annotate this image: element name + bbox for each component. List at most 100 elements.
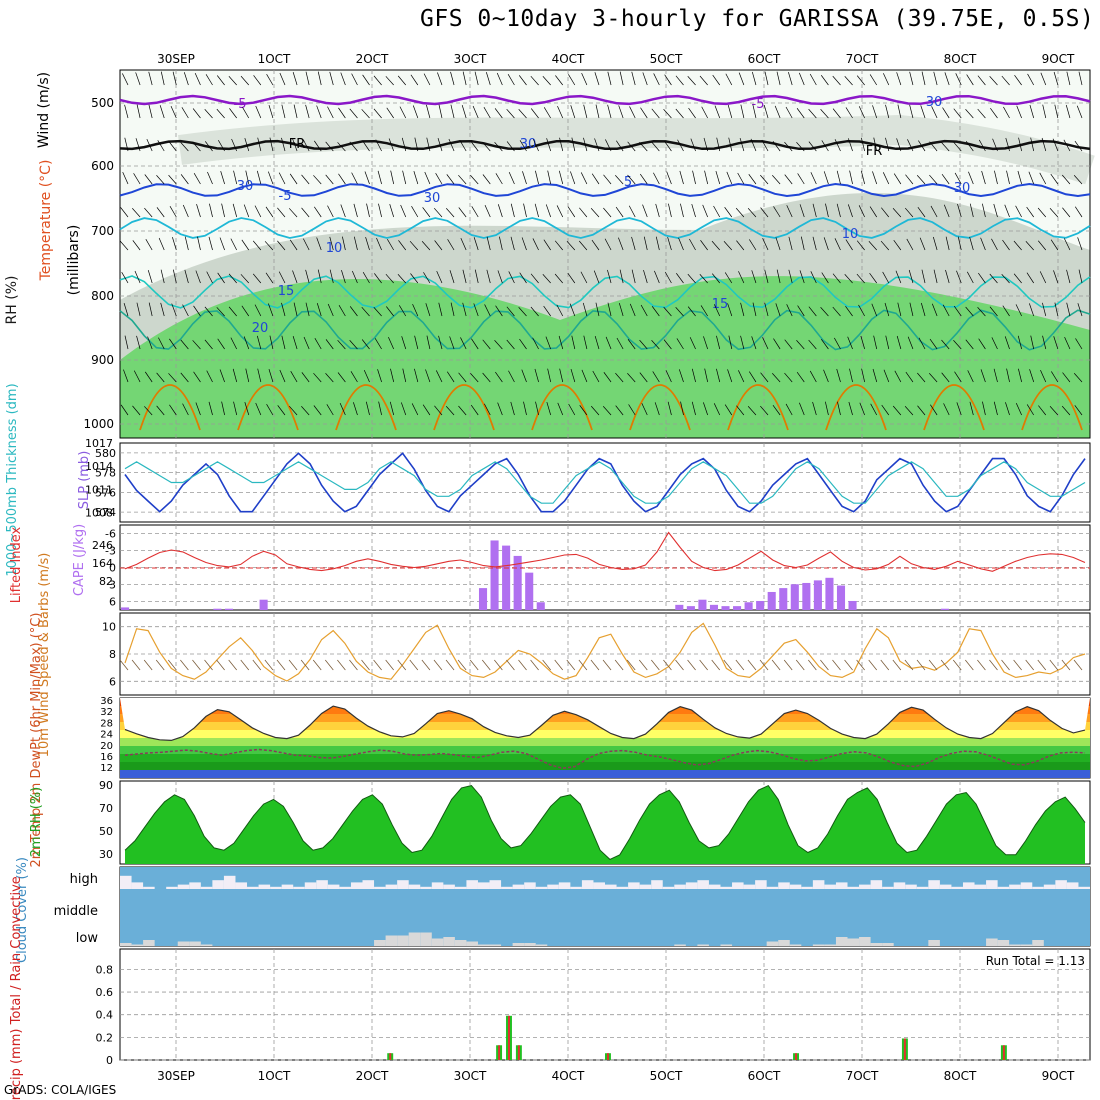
wind-barb xyxy=(591,173,600,185)
dewpoint-line xyxy=(124,748,1086,770)
wind-barb xyxy=(615,206,624,218)
cape-bar xyxy=(709,604,719,610)
wind-barb xyxy=(136,302,141,317)
wind-barb xyxy=(653,172,660,185)
wind-barb xyxy=(482,372,491,383)
wind-barb xyxy=(941,173,950,185)
wind-barb xyxy=(651,141,660,152)
wind-barb xyxy=(205,74,213,86)
wind-barb xyxy=(727,104,733,119)
cape-bar xyxy=(502,545,511,610)
rh-fill-gray-upper xyxy=(177,114,1095,185)
wind-barb xyxy=(687,273,696,284)
wind-barb xyxy=(1065,104,1071,119)
temperature-contour xyxy=(119,217,1091,239)
wind-barb xyxy=(595,104,600,119)
wind-barb xyxy=(257,368,262,383)
wind-barb xyxy=(980,369,986,383)
wind-barb xyxy=(167,659,177,671)
wind-barb xyxy=(847,336,853,350)
wind-barb xyxy=(462,71,467,86)
wind-barb xyxy=(314,337,322,350)
surface-temperature-contour xyxy=(727,384,789,431)
wind-barb xyxy=(761,139,769,152)
wind-barb xyxy=(858,106,865,119)
wind-barb xyxy=(132,405,141,416)
wind-barb xyxy=(281,137,286,152)
temperature-color-band xyxy=(120,730,1090,738)
wind-barb xyxy=(869,272,877,284)
pressure-tick-label: 500 xyxy=(91,96,114,110)
wind-barb xyxy=(800,236,805,251)
wind-barb xyxy=(147,270,153,284)
wind-barb xyxy=(197,236,201,251)
wind-barb xyxy=(519,140,527,152)
wind-barb xyxy=(508,271,515,284)
wind-barb xyxy=(812,236,817,251)
wind-barb xyxy=(557,402,564,416)
wind-barb xyxy=(559,368,564,383)
wind-barb xyxy=(740,104,745,119)
wind-barb xyxy=(241,305,250,317)
wind-barb xyxy=(1062,372,1071,383)
wind-barb xyxy=(832,273,841,284)
wind-barb xyxy=(172,237,177,251)
wind-barb xyxy=(494,659,503,671)
wind-barb xyxy=(711,659,721,671)
wind-barb xyxy=(570,105,576,119)
wind-barb xyxy=(687,306,696,317)
wind-barb xyxy=(301,207,310,218)
wind-barb xyxy=(566,241,576,251)
wind-barb xyxy=(184,269,189,284)
cloud-high-gap xyxy=(962,882,975,889)
cloud-high-gap xyxy=(581,880,594,889)
wind-barb xyxy=(834,139,841,152)
wind-barb xyxy=(300,659,310,671)
wind-barb xyxy=(337,142,346,152)
wind-barb xyxy=(892,208,902,218)
wind-barb xyxy=(748,371,757,383)
wind-barb xyxy=(980,237,986,251)
temperature-contour xyxy=(119,275,1091,309)
wind-barb xyxy=(362,74,370,86)
contour-label: 5 xyxy=(624,175,632,190)
wind-barb xyxy=(823,171,829,185)
wind-barb xyxy=(808,306,817,317)
wind-barb xyxy=(639,339,648,350)
y-axis-label: 10m Wind Speed & Barbs (m/s) xyxy=(37,553,52,758)
wind-barb xyxy=(820,338,829,350)
slp-tick-label: 1008 xyxy=(85,507,113,520)
wind-barb xyxy=(558,170,564,185)
cloud-low-bar xyxy=(778,940,790,946)
wind-barb xyxy=(716,368,721,383)
wind-barb xyxy=(784,372,793,383)
precip-convective-bar xyxy=(517,1045,520,1060)
wind-barb xyxy=(691,401,696,416)
wind-barb xyxy=(220,171,225,185)
wind-barb xyxy=(651,306,660,317)
wind-barb xyxy=(856,659,865,671)
wind-barb xyxy=(506,141,515,152)
wind-barb xyxy=(438,335,443,350)
wind-barb xyxy=(243,204,250,218)
wind-barb xyxy=(228,75,237,86)
wind-barb xyxy=(579,405,588,416)
wind-barb xyxy=(228,659,237,671)
cloud-level-label: middle xyxy=(54,904,98,919)
wind-barb xyxy=(217,272,225,284)
wind-barb xyxy=(434,240,443,251)
wind-barb xyxy=(942,304,950,317)
wind-barb xyxy=(1042,104,1047,119)
wind-barb xyxy=(869,74,878,86)
wind-barb xyxy=(860,335,865,350)
wind-barb xyxy=(252,240,262,251)
wind-barb xyxy=(230,238,237,251)
wind-barb xyxy=(844,76,853,86)
wind-barb xyxy=(244,402,250,416)
wind-barb xyxy=(351,172,358,185)
wind-barb xyxy=(160,269,165,284)
wind-barb xyxy=(784,339,793,350)
x-tick-label-top: 1OCT xyxy=(258,52,291,66)
wind-barb xyxy=(775,237,781,251)
wind-barb xyxy=(896,72,902,86)
